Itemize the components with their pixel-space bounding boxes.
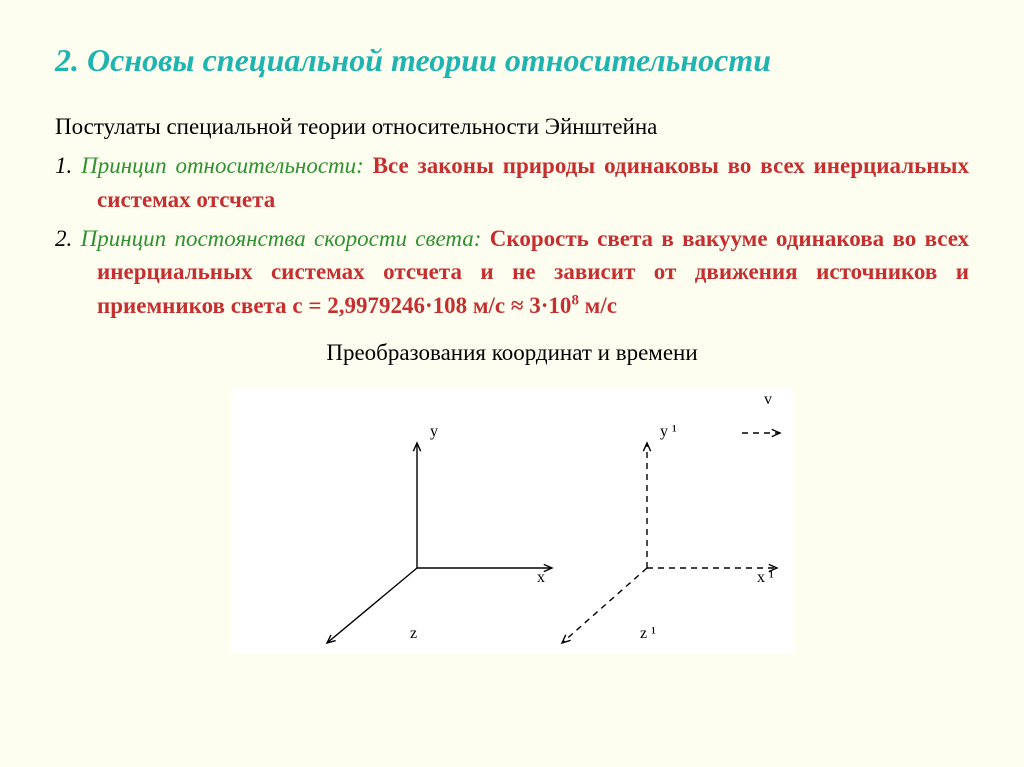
svg-text:x ¹: x ¹ [757,569,774,586]
svg-text:y: y [430,423,438,440]
svg-text:y ¹: y ¹ [660,423,677,440]
svg-text:z: z [410,625,417,642]
postulate-2: 2. Принцип постоянства скорости света: С… [55,222,969,322]
svg-text:v: v [764,391,772,408]
slide-body: Постулаты специальной теории относительн… [55,110,969,654]
svg-text:x: x [537,569,545,586]
coordinate-diagram: y x z y ¹ x ¹ z ¹ v [231,387,793,654]
subheading: Преобразования координат и времени [55,336,969,369]
intro-text: Постулаты специальной теории относительн… [55,110,969,143]
svg-text:z ¹: z ¹ [640,625,656,642]
diagram-container: y x z y ¹ x ¹ z ¹ v [55,387,969,654]
slide: 2. Основы специальной теории относительн… [0,0,1024,767]
postulate-2-number: 2. [55,226,81,251]
slide-title: 2. Основы специальной теории относительн… [55,40,969,80]
postulate-1-number: 1. [55,153,81,178]
postulate-2-label: Принцип постоянства скорости света: [81,226,490,251]
postulate-1-label: Принцип относительности: [81,153,373,178]
postulate-1: 1. Принцип относительности: Все законы п… [55,149,969,216]
